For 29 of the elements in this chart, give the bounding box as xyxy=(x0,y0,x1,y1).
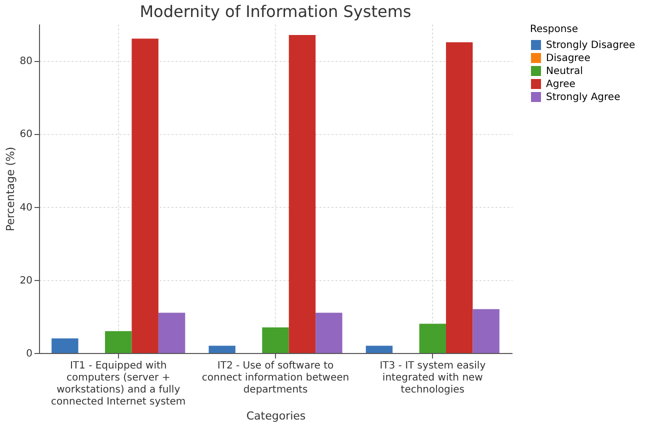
bar xyxy=(419,324,446,353)
bar xyxy=(105,331,132,353)
x-tick-label: IT2 - Use of software to connect information between departments xyxy=(202,360,350,396)
y-tick-label: 0 xyxy=(26,348,32,360)
legend-label: Strongly Disagree xyxy=(546,40,636,51)
y-tick-label: 40 xyxy=(20,202,32,214)
y-tick-label: 80 xyxy=(20,56,32,68)
bar xyxy=(158,312,186,353)
legend-label: Strongly Agree xyxy=(546,92,620,103)
bar xyxy=(262,327,289,353)
legend-label: Disagree xyxy=(546,53,590,64)
x-tick-label: IT3 - IT system easily integrated with new technologies xyxy=(380,360,486,396)
bar xyxy=(316,312,342,353)
bar xyxy=(208,346,236,353)
bar xyxy=(288,34,316,353)
bar xyxy=(132,38,158,353)
bar xyxy=(366,346,393,353)
bar xyxy=(52,338,78,353)
chart-title: Modernity of Information Systems xyxy=(140,2,412,21)
legend-title: Response xyxy=(530,24,578,35)
legend-label: Neutral xyxy=(546,66,583,77)
bar xyxy=(472,309,500,353)
bar xyxy=(446,42,473,353)
y-tick-label: 20 xyxy=(20,275,32,286)
y-tick-label: 60 xyxy=(20,129,32,140)
x-axis-title: Categories xyxy=(246,410,306,422)
x-tick-label: IT1 - Equipped with computers (server + workstations) and a fully connected Internet system xyxy=(51,360,186,408)
legend-label: Agree xyxy=(546,79,576,90)
y-axis-title: Percentage (%) xyxy=(4,146,17,232)
